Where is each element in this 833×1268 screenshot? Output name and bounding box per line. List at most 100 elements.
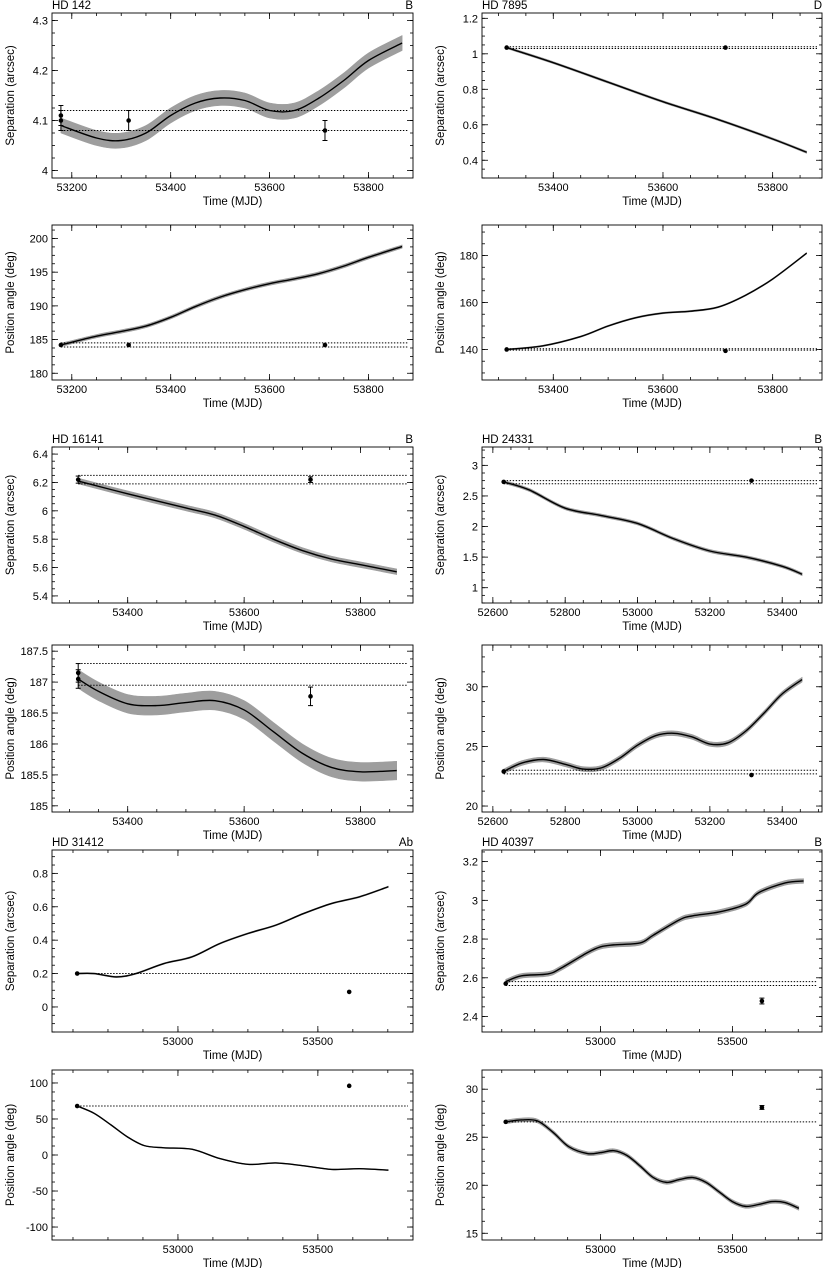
uncertainty-band: [60, 35, 403, 149]
plot-area: [501, 478, 817, 577]
y-tick-label: 2.6: [463, 973, 478, 985]
observation-point: [322, 128, 328, 133]
predicted-curve: [60, 245, 403, 346]
x-tick-label: 53800: [353, 182, 384, 194]
uncertainty-band: [77, 669, 397, 782]
x-tick-label: 53200: [695, 816, 726, 828]
y-tick-label: 4.3: [33, 16, 48, 28]
uncertainty-band: [77, 477, 397, 575]
uncertainty-band: [505, 1117, 800, 1211]
y-tick-label: 1: [472, 583, 478, 595]
y-axis-label: Separation (arcsec): [5, 891, 17, 992]
panel-1: HD 142 B 53200 53400 53600 53800 4 4.1 4.2 4.3 Tim…: [5, 0, 414, 208]
plot-frame: [481, 644, 823, 813]
plot-area: [504, 252, 817, 354]
uncertainty-band: [503, 676, 803, 775]
x-axis-label: Time (MJD): [622, 1050, 682, 1062]
y-axis-label: Separation (arcsec): [435, 45, 447, 146]
x-tick-label: 53000: [622, 607, 653, 619]
x-tick-label: 53000: [585, 1244, 616, 1256]
y-tick-label: 187: [30, 677, 48, 689]
y-tick-label: 2.8: [463, 934, 478, 946]
uncertainty-band: [76, 885, 389, 978]
y-tick-label: 200: [30, 233, 48, 245]
y-axis-label: Position angle (deg): [435, 677, 447, 779]
x-tick-label: 53600: [229, 607, 260, 619]
panel-10: HD 40397 B 53000 53500 2.4 2.6 2.8 3 3.2 Time (MJ…: [435, 837, 823, 1062]
uncertainty-band: [503, 480, 803, 577]
panel-12: 53000 53500 15 20 25 30 Time (MJD) Position ang…: [435, 1069, 823, 1268]
predicted-curve: [503, 481, 803, 575]
y-tick-label: 3: [472, 460, 478, 472]
y-tick-label: 2: [472, 522, 478, 534]
plot-frame: [51, 446, 414, 604]
observation-point: [308, 694, 313, 699]
x-tick-label: 53800: [345, 816, 376, 828]
y-tick-label: 50: [36, 1114, 48, 1126]
x-tick-label: 53800: [757, 182, 788, 194]
predicted-curve: [60, 42, 403, 142]
x-tick-label: 53600: [229, 816, 260, 828]
y-axis-label: Separation (arcsec): [5, 475, 17, 576]
uncertainty-band: [60, 244, 403, 347]
observation-point: [126, 342, 131, 348]
x-tick-label: 53600: [254, 384, 285, 396]
observation-point: [501, 769, 507, 774]
star-name: HD 24331: [482, 434, 534, 446]
plot-frame: [481, 1069, 823, 1241]
x-tick-label: 53800: [757, 384, 788, 396]
observation-point: [503, 1119, 509, 1125]
y-tick-label: 180: [460, 251, 478, 263]
x-axis-label: Time (MJD): [622, 196, 682, 208]
plot-area: [74, 1083, 408, 1171]
y-tick-label: 160: [460, 298, 478, 310]
observation-point: [504, 45, 509, 50]
x-tick-label: 53400: [155, 182, 186, 194]
panel-9: HD 31412 Ab 53000 53500 0 0.2 0.4 0.6 0.8 Time (M…: [5, 837, 414, 1062]
x-tick-label: 53000: [163, 1036, 194, 1048]
y-axis-label: Separation (arcsec): [5, 45, 17, 146]
predicted-curve: [77, 678, 397, 773]
y-tick-label: 1: [472, 49, 478, 61]
y-tick-label: 0: [42, 1150, 48, 1162]
predicted-curve: [77, 886, 389, 978]
observation-point: [723, 45, 728, 50]
x-tick-label: 53800: [353, 384, 384, 396]
x-tick-label: 53500: [303, 1244, 334, 1256]
y-axis-label: Position angle (deg): [5, 677, 17, 779]
component-label: Ab: [399, 837, 413, 849]
y-axis-label: Separation (arcsec): [435, 475, 447, 576]
observation-point: [75, 477, 81, 482]
observation-point: [501, 479, 507, 485]
x-tick-label: 53400: [767, 607, 798, 619]
plot-area: [503, 1105, 817, 1211]
observation-point: [58, 342, 64, 348]
observation-point: [308, 477, 313, 482]
x-tick-label: 53000: [163, 1244, 194, 1256]
y-tick-label: 3.2: [463, 857, 478, 869]
y-tick-label: 0.6: [33, 902, 48, 914]
x-axis-label: Time (MJD): [203, 621, 263, 633]
y-tick-label: 2.4: [463, 1012, 478, 1024]
y-tick-label: 195: [30, 267, 48, 279]
x-tick-label: 53600: [648, 384, 679, 396]
y-tick-label: 186.5: [20, 708, 48, 720]
x-tick-label: 53400: [155, 384, 186, 396]
observation-point: [723, 348, 728, 354]
plot-area: [504, 45, 817, 154]
observation-point: [759, 998, 765, 1004]
observation-point: [75, 676, 81, 682]
y-tick-label: 25: [466, 1132, 478, 1144]
y-tick-label: -100: [26, 1222, 48, 1234]
plot-area: [75, 663, 408, 782]
observation-point: [749, 772, 754, 778]
observation-point: [126, 118, 131, 123]
y-tick-label: 0.4: [33, 935, 48, 947]
y-tick-label: 30: [466, 682, 478, 694]
y-tick-label: 1.2: [463, 13, 478, 25]
observation-point: [749, 478, 754, 483]
panel-6: HD 24331 B 52600 52800 53000 53200 53400 1 1.5 2 2…: [435, 434, 823, 633]
y-axis-label: Position angle (deg): [435, 251, 447, 353]
x-axis-label: Time (MJD): [622, 1258, 682, 1268]
panel-11: 53000 53500 -100 -50 0 50 100 Time (MJD) Positio…: [5, 1069, 414, 1268]
